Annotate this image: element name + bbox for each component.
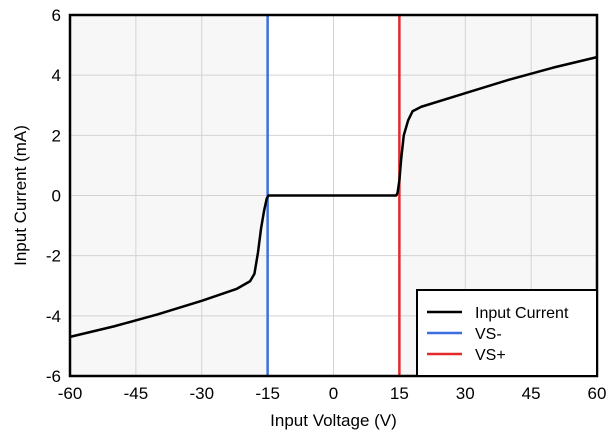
legend-label-input-current: Input Current [475,305,569,322]
series-input-current-line [69,55,598,339]
y-tick-label: 6 [52,6,61,25]
x-tick-label: 60 [588,384,607,403]
x-tick-label: -60 [58,384,83,403]
series-layer [69,55,598,339]
x-axis-label: Input Voltage (V) [270,411,397,430]
y-tick-label: -6 [46,367,61,386]
x-tick-labels: -60 -45 -30 -15 0 15 30 45 60 [58,384,607,403]
legend-label-vs-: VS- [475,326,502,343]
y-tick-labels: 6 4 2 0 -2 -4 -6 [46,6,61,386]
y-axis-label: Input Current (mA) [11,125,30,266]
plot-frame [68,13,599,378]
x-tick-label: -15 [255,384,280,403]
x-tick-label: 0 [329,384,338,403]
x-tick-label: -30 [189,384,214,403]
legend-label-vs-: VS+ [475,347,506,364]
legend: Input Current VS- VS+ [416,289,598,377]
x-tick-label: 30 [456,384,475,403]
y-tick-label: -2 [46,247,61,266]
x-tick-label: 15 [390,384,409,403]
y-tick-label: -4 [46,307,61,326]
y-tick-label: 4 [52,66,61,85]
y-tick-label: 2 [52,126,61,145]
x-tick-label: -45 [124,384,149,403]
x-tick-label: 45 [522,384,541,403]
y-tick-label: 0 [52,187,61,206]
